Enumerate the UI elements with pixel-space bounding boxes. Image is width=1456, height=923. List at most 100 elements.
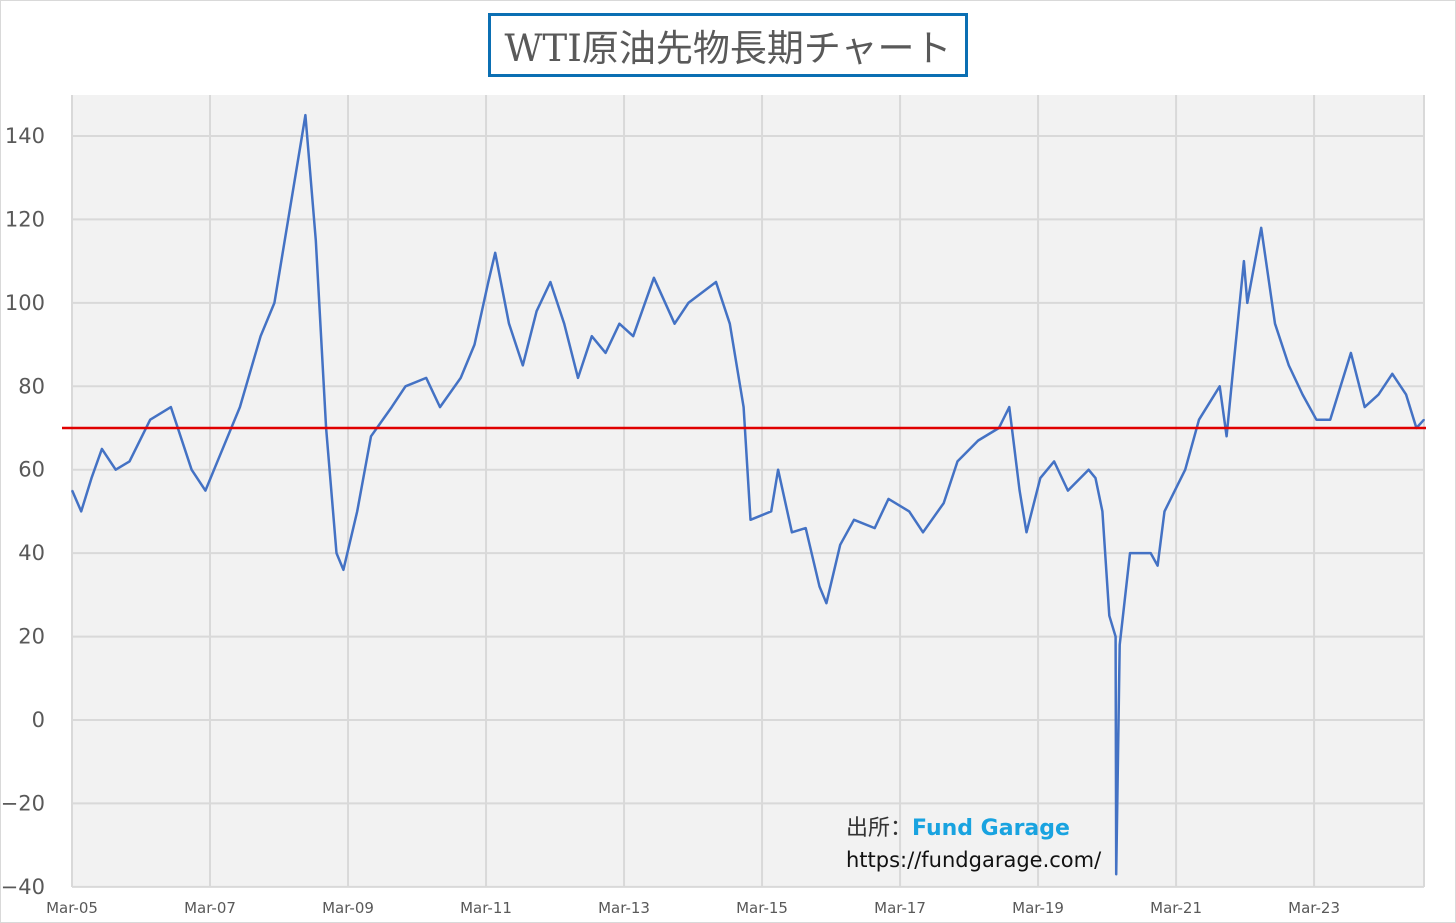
data-point [742, 406, 745, 408]
data-point [494, 252, 497, 254]
data-point [1115, 873, 1118, 876]
data-point [1163, 510, 1166, 513]
x-tick-label: Mar-23 [1288, 899, 1340, 917]
data-point [1405, 393, 1407, 396]
data-point [1184, 468, 1187, 471]
data-point [591, 335, 593, 338]
data-point [791, 531, 793, 534]
data-point [1053, 460, 1055, 463]
data-point [853, 518, 855, 521]
data-point [190, 468, 193, 471]
data-point [342, 569, 345, 571]
y-tick-label: 40 [18, 541, 45, 565]
data-point [170, 406, 172, 408]
data-point [1363, 406, 1366, 408]
data-point [1129, 552, 1131, 554]
data-point [1094, 477, 1097, 479]
data-point [1198, 418, 1200, 421]
data-point [1218, 385, 1221, 388]
data-point [1225, 435, 1228, 438]
data-point [922, 531, 924, 534]
data-point [1287, 364, 1290, 367]
data-point [977, 439, 980, 442]
data-point [942, 502, 945, 504]
data-point [218, 456, 220, 459]
data-point [301, 135, 303, 137]
y-tick-label: 60 [18, 458, 45, 482]
data-point [604, 352, 607, 354]
data-point [304, 114, 307, 116]
y-tick-label: 20 [18, 625, 45, 649]
x-tick-label: Mar-05 [46, 899, 98, 917]
data-point [259, 335, 262, 338]
data-point [839, 544, 842, 546]
data-point [887, 498, 890, 500]
x-tick-label: Mar-09 [322, 899, 374, 917]
data-point [908, 510, 911, 513]
data-point [370, 435, 372, 438]
data-point [404, 385, 407, 388]
data-point [715, 281, 717, 283]
data-point [1243, 260, 1245, 262]
y-tick-label: 120 [5, 207, 45, 231]
data-point [80, 510, 82, 513]
data-point [1377, 393, 1380, 396]
data-point [473, 343, 476, 346]
data-point [390, 406, 393, 408]
data-point [508, 322, 510, 325]
y-tick-label: −40 [1, 875, 45, 899]
data-point [1087, 468, 1090, 471]
data-point [653, 277, 655, 279]
x-tick-label: Mar-19 [1012, 899, 1064, 917]
data-point [1149, 552, 1152, 554]
y-tick-label: −20 [1, 791, 45, 815]
data-point [535, 310, 538, 313]
x-tick-label: Mar-21 [1150, 899, 1202, 917]
data-point [1008, 406, 1011, 408]
x-tick-label: Mar-11 [460, 899, 512, 917]
data-point [90, 477, 93, 479]
data-point [1156, 564, 1159, 567]
data-point [1423, 418, 1425, 421]
data-point [1350, 352, 1352, 354]
data-point [577, 377, 579, 379]
x-tick-label: Mar-15 [736, 899, 788, 917]
data-point [439, 406, 441, 408]
data-point [425, 377, 427, 379]
data-point [314, 239, 317, 242]
data-point [956, 460, 959, 463]
data-point [335, 552, 338, 554]
data-point [687, 302, 690, 304]
data-point [549, 281, 552, 283]
data-point [1260, 226, 1262, 229]
data-point [770, 510, 773, 513]
y-tick-label: 80 [18, 374, 45, 398]
data-point [149, 418, 151, 421]
y-tick-label: 0 [32, 708, 45, 732]
data-point [825, 602, 828, 604]
data-point [673, 322, 676, 325]
data-point [777, 468, 779, 471]
data-point [1329, 418, 1331, 421]
y-tick-label: 100 [5, 291, 45, 315]
data-point [1025, 531, 1028, 534]
data-point [356, 510, 358, 513]
data-point [239, 406, 241, 408]
source-brand: Fund Garage [912, 816, 1070, 841]
x-tick-label: Mar-13 [598, 899, 650, 917]
x-tick-label: Mar-17 [874, 899, 926, 917]
source-label: 出所： [846, 816, 913, 841]
data-point [563, 322, 566, 325]
data-point [204, 489, 207, 492]
data-point [1039, 477, 1042, 479]
data-point [1101, 510, 1104, 513]
data-point [101, 448, 103, 450]
source-url: https://fundgarage.com/ [846, 848, 1102, 872]
data-point [128, 460, 131, 463]
data-point [459, 377, 462, 379]
data-point [1315, 418, 1318, 421]
x-tick-label: Mar-07 [184, 899, 236, 917]
chart-title: WTI原油先物長期チャート [488, 13, 968, 77]
data-point [749, 518, 752, 521]
